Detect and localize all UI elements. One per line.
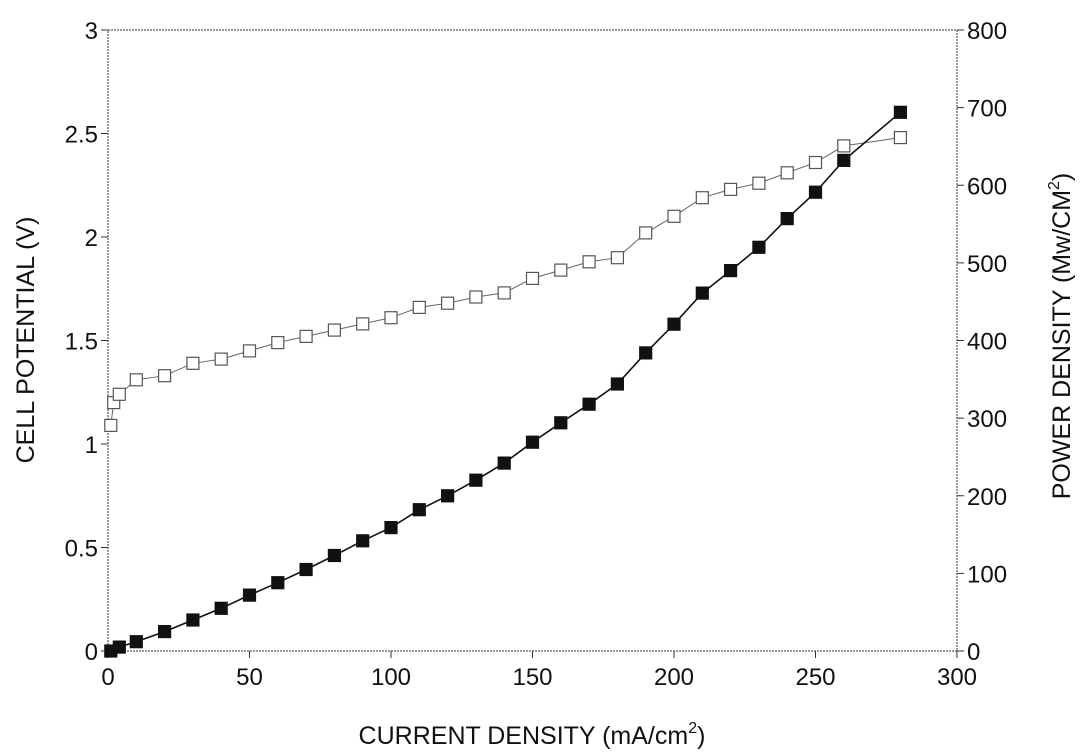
- cell-potential-point: [299, 329, 313, 343]
- cell-potential-point: [104, 418, 118, 432]
- x-tick-label: 250: [795, 664, 835, 691]
- x-tick-label: 150: [512, 664, 552, 691]
- x-tick-label: 200: [654, 664, 694, 691]
- y-right-tick-label: 700: [967, 96, 1007, 123]
- cell-potential-point: [327, 323, 341, 337]
- x-tick-label: 0: [101, 664, 114, 691]
- cell-potential-point: [242, 344, 257, 358]
- power-density-point: [327, 548, 341, 563]
- power-density-point: [129, 635, 143, 649]
- power-density-point: [808, 185, 823, 199]
- y-right-tick-label: 200: [967, 484, 1007, 511]
- cell-potential-point: [780, 166, 794, 180]
- cell-potential-point: [497, 286, 511, 300]
- cell-potential-point: [695, 191, 709, 205]
- power-density-point: [723, 264, 738, 278]
- power-density-point: [497, 456, 511, 470]
- plot-area: [107, 29, 958, 652]
- power-density-point: [214, 601, 228, 615]
- power-density-point: [667, 317, 681, 331]
- y-right-tick-label: 400: [967, 329, 1007, 356]
- power-density-point: [186, 613, 200, 627]
- cell-potential-point: [112, 387, 126, 401]
- y-axis-right-title: POWER DENSITY (Mw/CM2): [1046, 173, 1076, 500]
- power-density-point: [610, 377, 625, 391]
- x-tick-label: 100: [371, 664, 411, 691]
- y-left-tick-label: 2: [85, 225, 98, 252]
- power-density-point: [384, 520, 398, 535]
- series-layer: [104, 105, 908, 658]
- cell-potential-point: [639, 226, 653, 240]
- power-density-point: [412, 503, 426, 517]
- y-axis-right: 0 100 200 300 400 500 600 700 800: [957, 18, 1007, 666]
- y-left-tick-label: 1: [85, 432, 98, 459]
- power-density-point: [752, 240, 766, 254]
- y-right-tick-label: 500: [967, 251, 1007, 278]
- power-density-point: [271, 576, 285, 590]
- cell-potential-point: [525, 271, 540, 285]
- power-density-point: [837, 153, 851, 167]
- cell-potential-line: [110, 137, 901, 426]
- power-density-point: [469, 473, 483, 487]
- y-right-tick-label: 100: [967, 561, 1007, 588]
- power-density-point: [780, 212, 794, 226]
- cell-potential-point: [582, 255, 596, 269]
- power-density-point: [893, 105, 908, 119]
- power-density-point: [112, 640, 126, 654]
- y-left-tick-label: 2.5: [65, 122, 98, 149]
- cell-potential-point: [469, 290, 483, 304]
- y-right-tick-label: 600: [967, 173, 1007, 200]
- y-left-tick-label: 3: [85, 18, 98, 45]
- power-density-point: [695, 286, 709, 300]
- power-density-point: [582, 397, 596, 411]
- cell-potential-point: [837, 139, 851, 153]
- power-density-point: [356, 534, 370, 548]
- y-left-tick-label: 0: [85, 639, 98, 666]
- y-right-tick-label: 300: [967, 406, 1007, 433]
- power-density-point: [441, 489, 455, 503]
- y-right-tick-label: 0: [967, 639, 980, 666]
- power-density-point: [242, 588, 257, 602]
- power-density-point: [299, 562, 313, 577]
- cell-potential-point: [723, 182, 738, 196]
- y-right-tick-label: 800: [967, 18, 1007, 45]
- cell-potential-point: [441, 296, 455, 310]
- cell-potential-point: [186, 356, 200, 370]
- x-tick-label: 300: [937, 664, 977, 691]
- y-axis-left-title: CELL POTENTIAL (V): [12, 217, 40, 464]
- power-density-point: [158, 624, 172, 639]
- cell-potential-point: [752, 176, 766, 190]
- cell-potential-point: [554, 263, 568, 277]
- y-left-tick-label: 0.5: [65, 536, 98, 563]
- y-axis-left: 0 0.5 1 1.5 2 2.5 3: [65, 18, 108, 666]
- y-left-tick-label: 1.5: [65, 329, 98, 356]
- cell-potential-point: [667, 209, 681, 223]
- x-tick-label: 50: [236, 664, 263, 691]
- cell-potential-point: [412, 300, 426, 314]
- cell-potential-point: [808, 155, 823, 170]
- cell-potential-point: [384, 311, 398, 325]
- cell-potential-point: [158, 369, 172, 383]
- cell-potential-point: [893, 131, 908, 145]
- x-axis-title: CURRENT DENSITY (mA/cm2): [359, 720, 706, 750]
- cell-potential-point: [214, 352, 228, 366]
- power-density-point: [554, 416, 568, 430]
- cell-potential-point: [356, 317, 370, 331]
- power-density-line: [110, 111, 901, 652]
- cell-potential-point: [271, 336, 285, 350]
- power-density-point: [525, 435, 540, 449]
- x-axis: 0 50 100 150 200 250 300: [101, 651, 977, 691]
- power-density-point: [639, 346, 653, 360]
- cell-potential-point: [129, 373, 143, 387]
- cell-potential-point: [610, 251, 625, 265]
